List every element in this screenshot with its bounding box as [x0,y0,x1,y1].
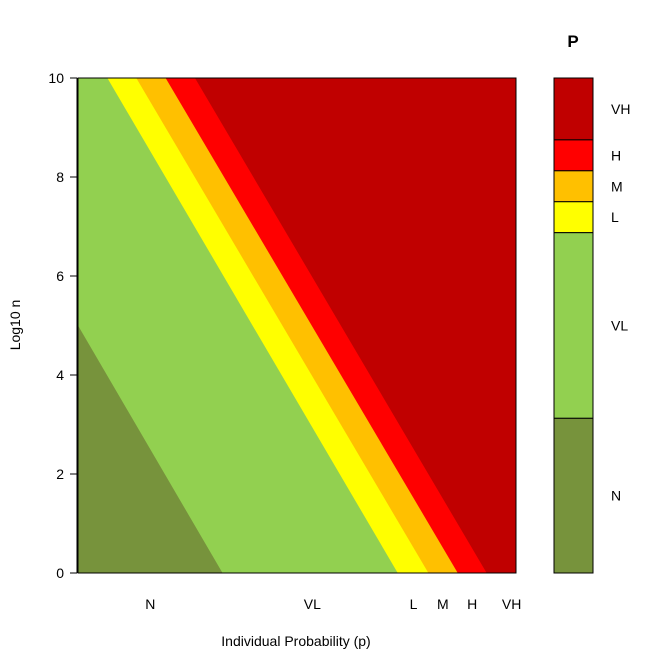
x-tick-label-H: H [467,596,477,612]
legend-title: P [567,32,578,51]
region-N [78,325,223,573]
legend-label-VH: VH [611,101,630,117]
y-tick-label: 0 [56,565,64,581]
y-tick-label: 10 [48,70,64,86]
legend-swatch-L [553,201,594,234]
y-tick-label: 6 [56,268,64,284]
legend-label-M: M [611,178,623,194]
x-axis: N VL L M H VH [145,596,521,612]
y-axis: 0 2 4 6 8 10 [48,70,78,581]
legend-swatch-H [553,139,594,172]
legend-swatch-N [553,417,594,574]
legend-swatch-VL [553,232,594,419]
region-VL [78,78,398,573]
y-tick-label: 2 [56,466,64,482]
legend-swatch-VH [553,77,594,141]
legend-label-VL: VL [611,318,628,334]
x-tick-label-M: M [437,596,449,612]
y-axis-title: Log10 n [7,300,23,351]
x-tick-label-L: L [410,596,418,612]
y-tick-label: 4 [56,367,64,383]
legend: P VH HML VL N [553,32,630,574]
x-axis-title: Individual Probability (p) [221,633,370,649]
x-tick-label-N: N [145,596,155,612]
legend-label-L: L [611,209,619,225]
y-tick-label: 8 [56,169,64,185]
x-tick-label-VL: VL [304,596,321,612]
legend-label-N: N [611,488,621,504]
legend-swatch-M [553,170,594,203]
plot-regions [78,78,516,573]
legend-label-H: H [611,147,621,163]
x-tick-label-VH: VH [502,596,521,612]
plot-frame [77,77,517,574]
